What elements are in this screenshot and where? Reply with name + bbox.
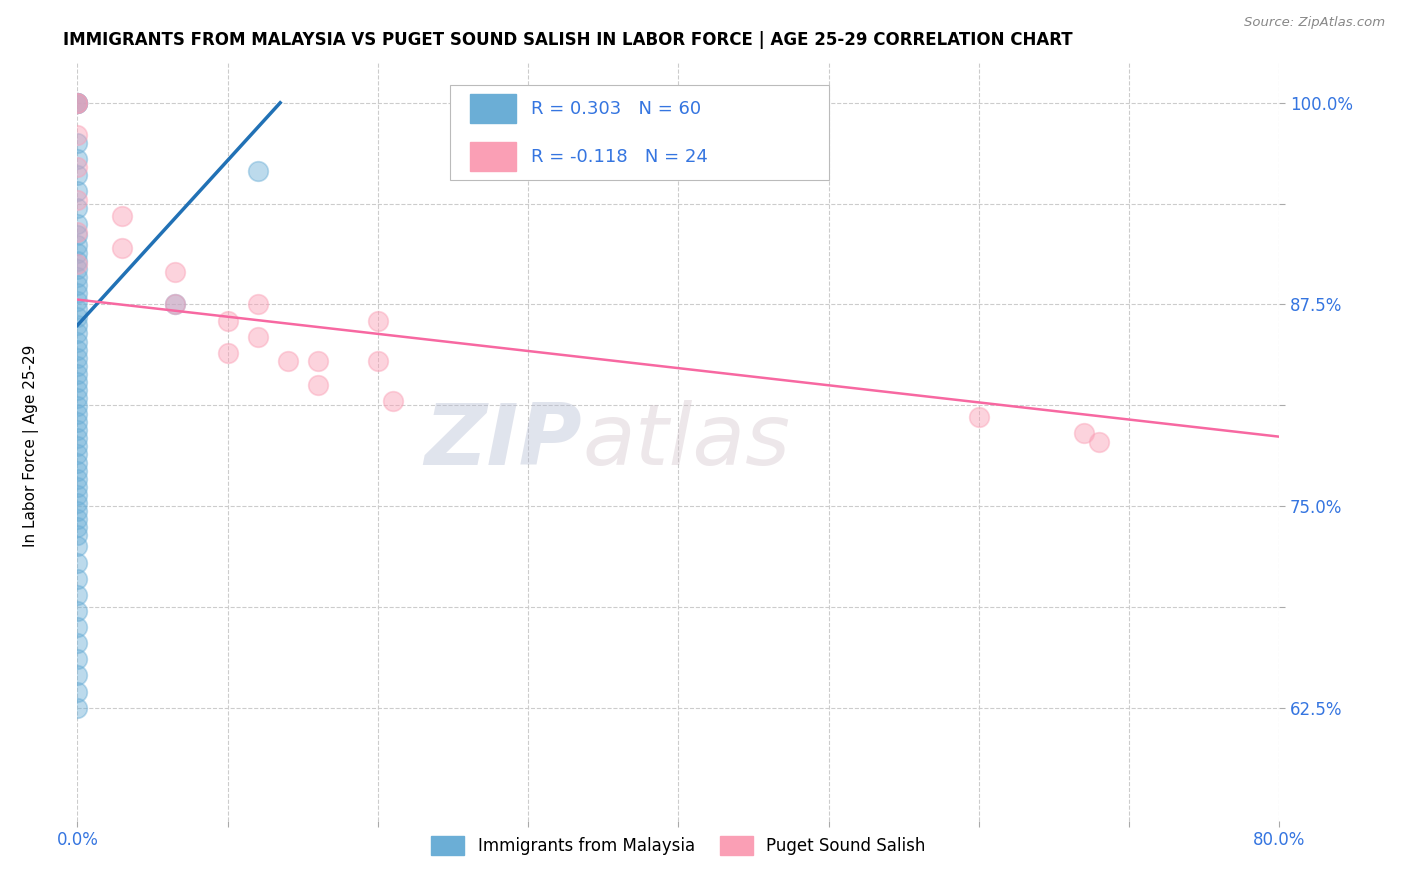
Point xyxy=(66,620,89,634)
Point xyxy=(66,472,89,486)
Point xyxy=(66,391,89,405)
Point xyxy=(66,383,89,397)
Point xyxy=(967,410,990,425)
Point xyxy=(66,193,89,207)
Legend: Immigrants from Malaysia, Puget Sound Salish: Immigrants from Malaysia, Puget Sound Sa… xyxy=(425,829,932,862)
FancyBboxPatch shape xyxy=(471,95,516,123)
Text: In Labor Force | Age 25-29: In Labor Force | Age 25-29 xyxy=(22,345,39,547)
Point xyxy=(66,261,89,276)
Point xyxy=(66,504,89,518)
Point xyxy=(217,346,239,360)
Point xyxy=(66,302,89,317)
Point xyxy=(66,528,89,542)
Point xyxy=(66,253,89,268)
Point xyxy=(66,367,89,381)
Point xyxy=(66,217,89,231)
Text: R = -0.118   N = 24: R = -0.118 N = 24 xyxy=(530,147,707,166)
Point xyxy=(66,278,89,293)
Point xyxy=(66,540,89,554)
Point xyxy=(66,464,89,478)
Point xyxy=(66,456,89,470)
Text: R = 0.303   N = 60: R = 0.303 N = 60 xyxy=(530,100,700,118)
Text: IMMIGRANTS FROM MALAYSIA VS PUGET SOUND SALISH IN LABOR FORCE | AGE 25-29 CORREL: IMMIGRANTS FROM MALAYSIA VS PUGET SOUND … xyxy=(63,31,1073,49)
Point xyxy=(66,512,89,526)
Point xyxy=(66,136,89,150)
Point xyxy=(66,431,89,445)
Point xyxy=(367,354,389,368)
Point xyxy=(381,394,404,409)
FancyBboxPatch shape xyxy=(450,85,828,180)
Point xyxy=(66,351,89,365)
Point xyxy=(66,343,89,357)
Point xyxy=(111,209,134,223)
Point xyxy=(66,310,89,325)
Point xyxy=(66,556,89,570)
Point xyxy=(66,604,89,618)
FancyBboxPatch shape xyxy=(471,142,516,171)
Point xyxy=(66,257,89,271)
Point xyxy=(66,128,89,142)
Point xyxy=(66,161,89,175)
Point xyxy=(66,245,89,260)
Point xyxy=(66,185,89,199)
Point xyxy=(367,313,389,327)
Point xyxy=(163,297,186,311)
Point xyxy=(66,652,89,666)
Point xyxy=(66,375,89,389)
Point xyxy=(66,237,89,252)
Point xyxy=(66,225,89,239)
Point xyxy=(246,297,269,311)
Point xyxy=(66,228,89,243)
Point xyxy=(307,378,329,392)
Point xyxy=(66,480,89,494)
Point xyxy=(66,326,89,341)
Point xyxy=(66,636,89,650)
Point xyxy=(66,407,89,421)
Point xyxy=(111,241,134,255)
Point xyxy=(217,313,239,327)
Point xyxy=(1073,426,1095,441)
Point xyxy=(1088,434,1111,449)
Point xyxy=(163,265,186,279)
Point xyxy=(66,668,89,682)
Point xyxy=(66,334,89,349)
Point xyxy=(66,95,89,110)
Point xyxy=(307,354,329,368)
Point xyxy=(246,163,269,178)
Point xyxy=(163,297,186,311)
Text: Source: ZipAtlas.com: Source: ZipAtlas.com xyxy=(1244,16,1385,29)
Point xyxy=(66,95,89,110)
Point xyxy=(66,286,89,301)
Point xyxy=(66,439,89,453)
Point xyxy=(66,700,89,714)
Point xyxy=(66,415,89,429)
Point xyxy=(66,270,89,285)
Point xyxy=(66,399,89,413)
Text: ZIP: ZIP xyxy=(425,400,582,483)
Point xyxy=(66,684,89,698)
Point xyxy=(66,318,89,333)
Point xyxy=(66,201,89,215)
Point xyxy=(246,329,269,343)
Point xyxy=(66,95,89,110)
Point xyxy=(66,496,89,510)
Point xyxy=(66,294,89,309)
Text: atlas: atlas xyxy=(582,400,790,483)
Point xyxy=(66,153,89,167)
Point xyxy=(66,488,89,502)
Point xyxy=(66,423,89,437)
Point xyxy=(66,572,89,586)
Point xyxy=(66,520,89,534)
Point xyxy=(66,95,89,110)
Point xyxy=(277,354,299,368)
Point xyxy=(66,95,89,110)
Point xyxy=(66,588,89,602)
Point xyxy=(66,447,89,461)
Point xyxy=(66,359,89,373)
Point xyxy=(66,169,89,183)
